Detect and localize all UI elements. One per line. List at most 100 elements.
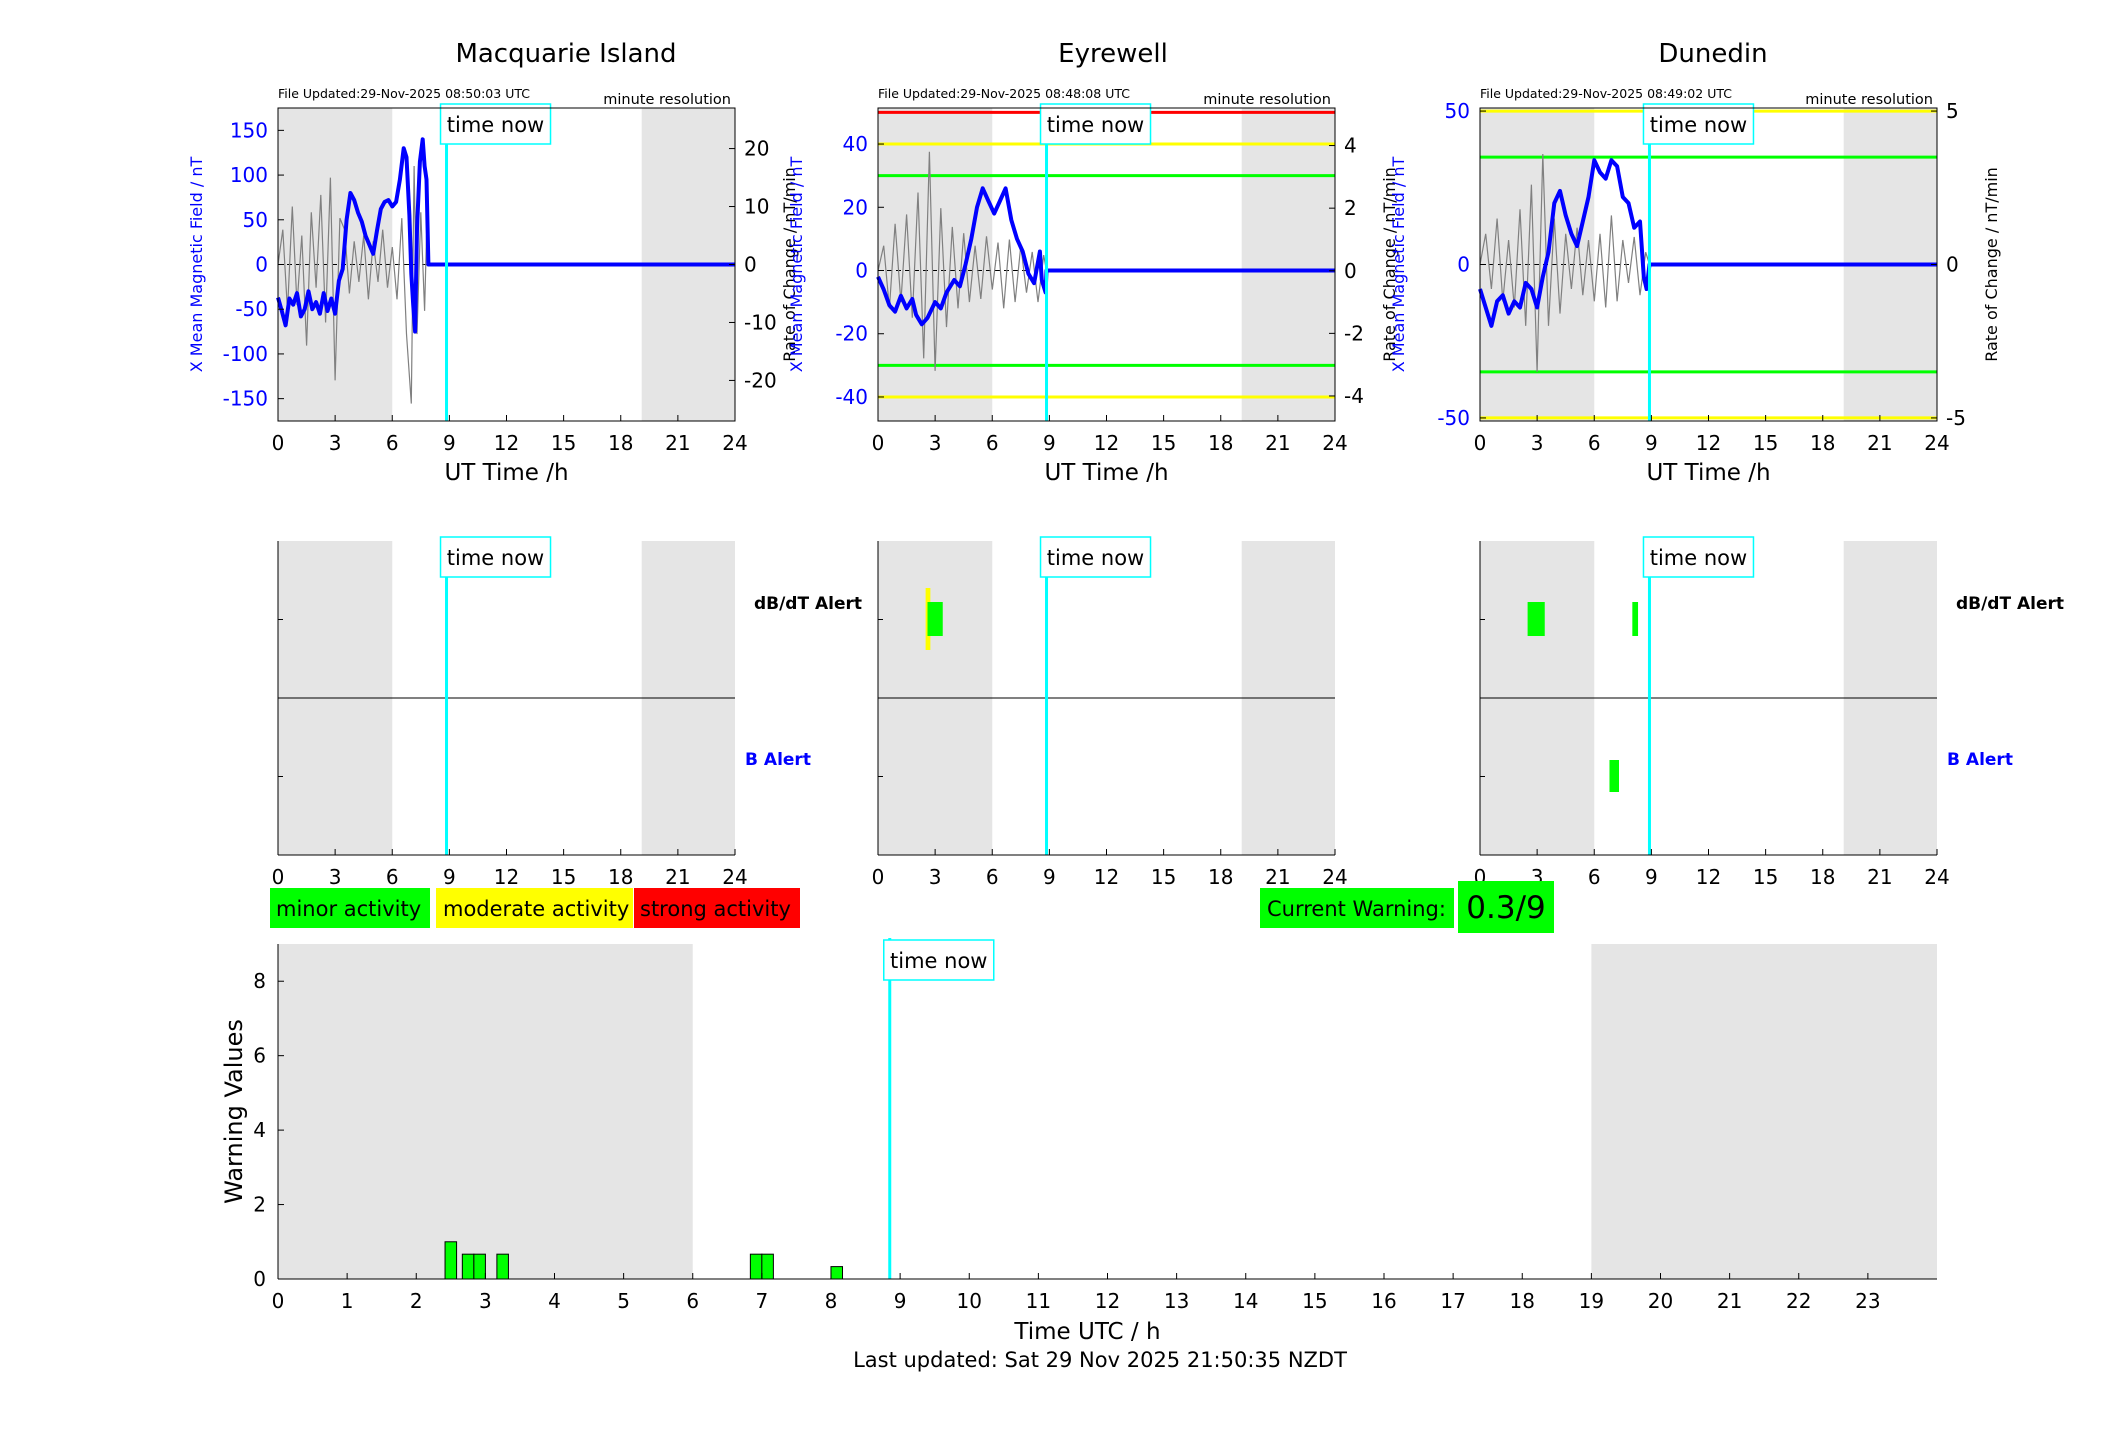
x-tick-label: 14 [1233,1289,1258,1313]
file-updated-label: File Updated:29-Nov-2025 08:50:03 UTC [278,86,530,101]
magnetic-field-line [876,186,1335,327]
x-tick-label: 24 [722,431,747,455]
night-shading [878,108,993,421]
right-y-tick-label: -4 [1344,384,1364,408]
left-y-tick-label: 20 [843,195,868,219]
night-shading [1591,944,1937,1279]
file-updated-label: File Updated:29-Nov-2025 08:48:08 UTC [878,86,1130,101]
b-alert-label: B Alert [1947,750,2013,770]
moderate-activity-label: moderate activity [443,897,629,921]
x-tick-label: 0 [872,431,885,455]
x-tick-label: 9 [443,431,456,455]
right-y-tick-label: -5 [1946,406,1966,430]
left-y-tick-label: -20 [835,322,868,346]
y-tick-label: 8 [253,969,266,993]
night-shading [278,944,693,1279]
x-tick-label: 24 [1322,865,1347,889]
warning-bar [749,1253,763,1280]
alert-panel-2: time now 0 3 6 9 12 15 18 21 24 [872,536,1348,889]
x-tick-label: 18 [1208,431,1233,455]
time-now-box [439,536,552,578]
resolution-label: minute resolution [1805,92,1933,108]
x-tick-label: 9 [894,1289,907,1313]
right-y-tick-label: 20 [744,137,769,161]
x-tick-label: 8 [825,1289,838,1313]
right-y-tick-label: -2 [1344,321,1364,345]
x-tick-label: 15 [1753,865,1778,889]
x-tick-label: 21 [1265,431,1290,455]
x-tick-label: 5 [617,1289,630,1313]
current-warning-box [1260,888,1454,928]
x-tick-label: 21 [1867,431,1892,455]
time-now-label: time now [1650,546,1747,570]
x-tick-label: 1 [341,1289,354,1313]
current-warning-value: 0.3/9 [1466,890,1545,926]
rate-of-change-line [277,165,735,404]
warning-bar [830,1266,844,1280]
left-y-tick-label: -150 [223,387,268,411]
b-alert-label: B Alert [745,750,811,770]
warning-bar [473,1253,486,1280]
x-tick-label: 23 [1855,1289,1880,1313]
left-y-tick-label: 0 [1457,253,1470,277]
left-y-tick-label: -50 [235,297,268,321]
x-tick-label: 9 [443,865,456,889]
alert-mark-green [1527,602,1545,636]
warning-bar [461,1253,475,1280]
strong-activity-label: strong activity [640,897,791,921]
x-tick-label: 12 [494,865,519,889]
x-tick-label: 18 [1810,865,1835,889]
file-updated-label: File Updated:29-Nov-2025 08:49:02 UTC [1480,86,1732,101]
x-tick-label: 0 [272,431,285,455]
x-tick-label: 9 [1043,865,1056,889]
x-axis-label: Time UTC / h [1013,1319,1160,1345]
x-tick-label: 21 [665,431,690,455]
time-now-box [439,103,552,145]
x-tick-label: 21 [665,865,690,889]
moderate-activity-swatch [436,888,633,928]
x-tick-label: 15 [1753,431,1778,455]
left-y-tick-label: 100 [230,163,268,187]
right-y-tick-label: 4 [1344,134,1357,158]
warning-bar [496,1253,509,1280]
resolution-label: minute resolution [1203,92,1331,108]
x-tick-label: 12 [1094,865,1119,889]
y-tick-label: 4 [253,1118,266,1142]
warning-bar [444,1241,458,1280]
time-now-box [1039,103,1152,145]
x-tick-label: 21 [1265,865,1290,889]
right-y-tick-label: 0 [1946,253,1959,277]
x-tick-label: 3 [479,1289,492,1313]
x-tick-label: 18 [608,431,633,455]
minor-activity-swatch [270,888,430,928]
x-tick-label: 18 [1510,1289,1535,1313]
time-now-box [1642,536,1755,578]
x-tick-label: 3 [1531,431,1544,455]
station-title-macquarie: Macquarie Island [455,39,676,69]
x-tick-label: 7 [756,1289,769,1313]
x-tick-label: 11 [1026,1289,1051,1313]
x-tick-label: 3 [929,431,942,455]
x-tick-label: 6 [1588,865,1601,889]
dbdt-alert-label: dB/dT Alert [754,594,862,614]
alert-mark-green [1632,602,1639,636]
x-tick-label: 13 [1164,1289,1189,1313]
x-tick-label: 2 [410,1289,423,1313]
left-y-axis-label: X Mean Magnetic Field / nT [187,157,206,373]
x-tick-label: 0 [1474,431,1487,455]
left-y-axis-label: X Mean Magnetic Field / nT [1389,157,1408,373]
x-tick-label: 9 [1645,865,1658,889]
left-y-tick-label: -40 [835,385,868,409]
x-tick-label: 18 [608,865,633,889]
x-tick-label: 3 [329,431,342,455]
x-tick-label: 12 [1696,431,1721,455]
right-y-axis-label: Rate of Change / nT/min [1982,167,2001,362]
x-tick-label: 15 [1151,865,1176,889]
time-now-box [1642,103,1755,145]
time-now-label: time now [447,113,544,137]
alert-panel-1: time now 0 3 6 9 12 15 18 21 24 dB/dT Alert B Alert [272,536,862,889]
left-y-tick-label: 50 [1445,99,1470,123]
time-now-box [883,939,995,981]
